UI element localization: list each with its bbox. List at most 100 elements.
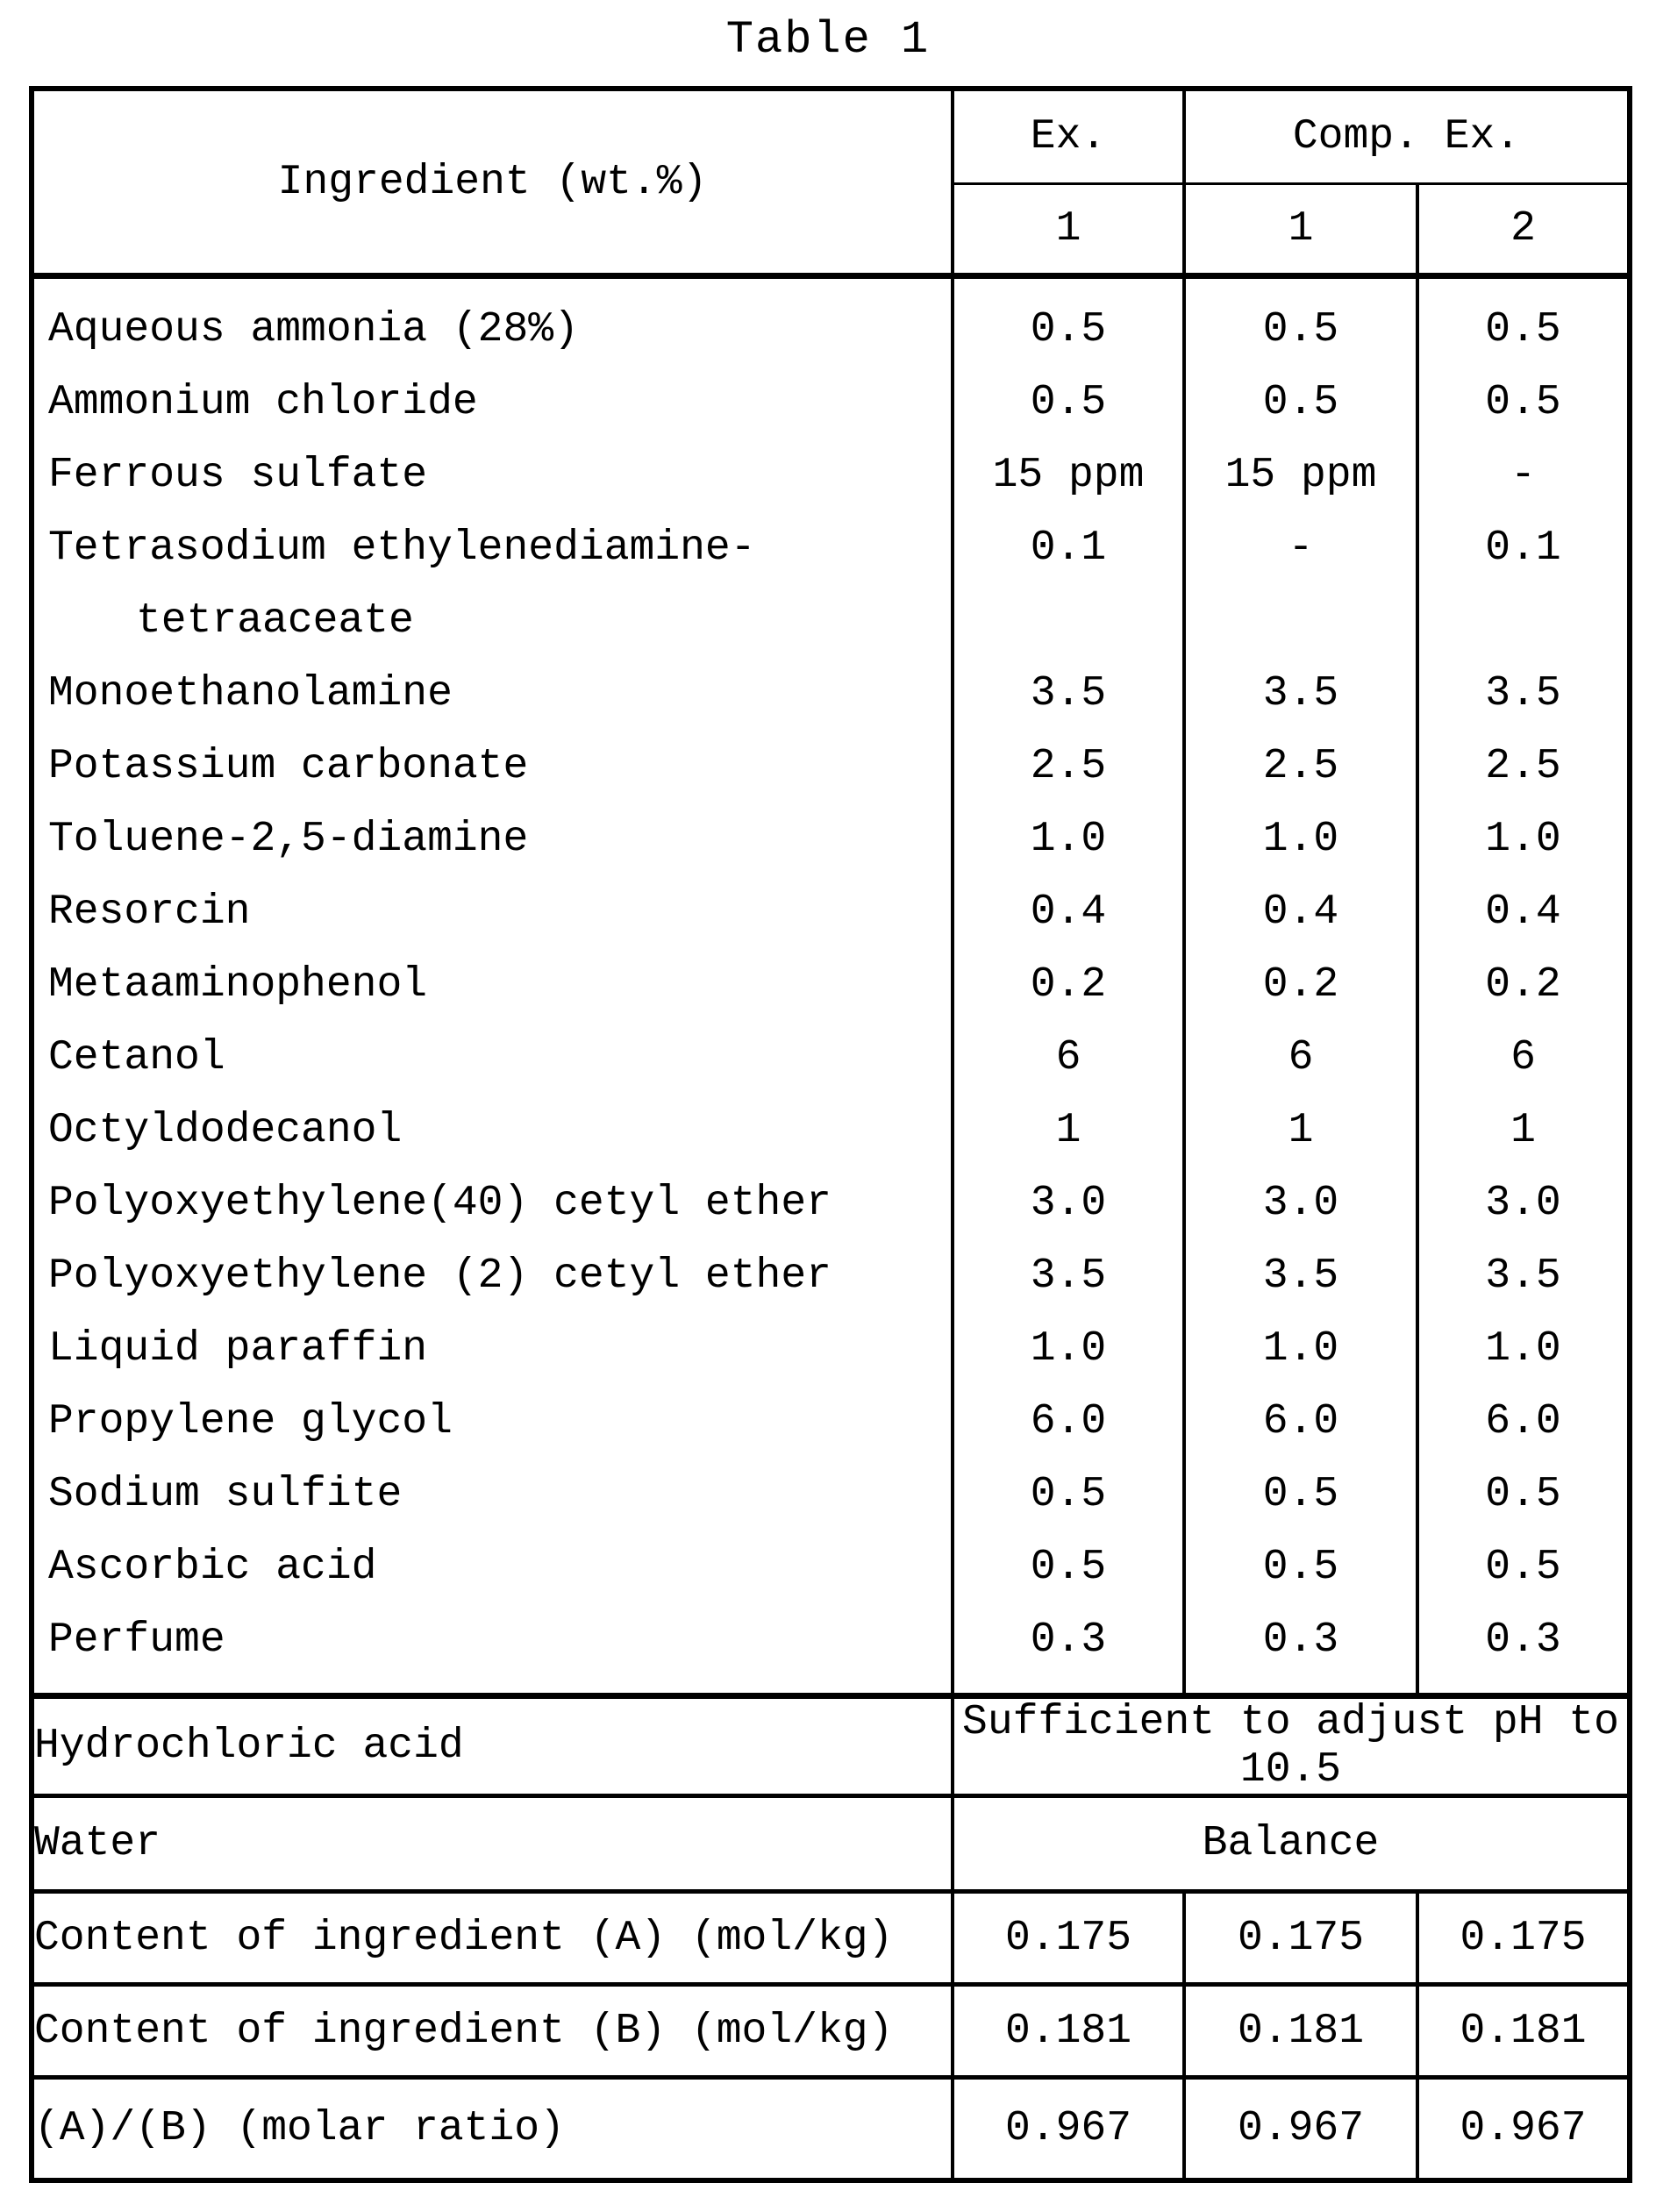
header-comp-ex-number-1: 1 [1184,183,1419,279]
hydrochloric-acid-value: Sufficient to adjust pH to 10.5 [953,1695,1630,1798]
ingredient-label: Sodium sulfite [48,1470,403,1518]
ingredient-value: 0.2 [1262,960,1339,1009]
molar-ratio-comp1: 0.967 [1184,2077,1419,2180]
molar-ratio-ex1: 0.967 [953,2077,1186,2180]
molar-ratio-row: (A)/(B) (molar ratio) 0.967 0.967 0.967 [32,2077,1630,2180]
content-b-comp1: 0.181 [1184,1984,1419,2080]
ingredient-value: 1.0 [1485,1324,1561,1373]
content-b-label: Content of ingredient (B) (mol/kg) [32,1984,954,2080]
ingredient-label: Monoethanolamine [48,669,453,717]
ingredient-value: 0.5 [1030,305,1107,353]
ingredient-value: 6 [1510,1033,1536,1081]
ingredient-value: 3.5 [1262,1252,1339,1300]
header-ex-number-1: 1 [953,183,1186,279]
ingredient-value: 0.4 [1485,888,1561,936]
ingredient-value: 3.0 [1030,1179,1107,1227]
ingredient-value: 0.5 [1262,378,1339,426]
ingredient-value: 3.0 [1485,1179,1561,1227]
table-title: Table 1 [725,14,931,66]
ingredient-value: 15 ppm [1224,451,1377,499]
water-value: Balance [953,1795,1630,1894]
ingredient-label: Ascorbic acid [48,1543,377,1591]
ingredient-value-empty [1419,584,1627,657]
ingredient-value: - [1288,524,1314,572]
ingredient-value: 2.5 [1485,742,1561,790]
ingredient-value: 1.0 [1262,815,1339,863]
ingredient-label: Ammonium chloride [48,378,478,426]
ingredient-value: 1 [1288,1106,1314,1154]
ingredient-label: Toluene-2,5-diamine [48,815,529,863]
header-row-groups: Ingredient (wt.%) Ex. Comp. Ex. [32,89,1630,279]
comp-ex-1-value-column: 0.5 0.5 15 ppm - 3.5 2.5 1.0 0.4 0.2 6 1 3.0 3.5 1.0 6… [1184,275,1419,1699]
ingredient-label: Resorcin [48,888,251,936]
content-a-ex1: 0.175 [953,1891,1186,1987]
header-example: Ex. [953,89,1186,185]
ingredients-table: Ingredient (wt.%) Ex. Comp. Ex. 1 1 2 Aq… [29,86,1632,2183]
ingredient-value: 0.5 [1262,1470,1339,1518]
ex-1-value-column: 0.5 0.5 15 ppm 0.1 3.5 2.5 1.0 0.4 0.2 6 1 3.0 3.5 1.… [953,275,1186,1699]
ingredient-value: 2.5 [1030,742,1107,790]
ingredient-value: 1.0 [1030,815,1107,863]
ingredient-value: 1.0 [1262,1324,1339,1373]
content-a-label: Content of ingredient (A) (mol/kg) [32,1891,954,1987]
ingredient-value: 0.3 [1030,1616,1107,1664]
hydrochloric-acid-label: Hydrochloric acid [32,1695,954,1798]
ingredient-label: Tetrasodium ethylenediamine- [48,524,756,572]
content-b-ex1: 0.181 [953,1984,1186,2080]
header-row-numbers: 1 1 2 [32,183,1630,279]
ingredient-value-empty [1186,584,1416,657]
ingredient-value: 15 ppm [992,451,1145,499]
comp-ex-2-value-column: 0.5 0.5 - 0.1 3.5 2.5 1.0 0.4 0.2 6 1 3.0 3.5 1.0 6.0 0… [1417,275,1630,1699]
molar-ratio-label: (A)/(B) (molar ratio) [32,2077,954,2180]
ingredient-value: - [1510,451,1536,499]
ingredient-label: Metaaminophenol [48,960,428,1009]
ingredient-value: 0.5 [1030,1543,1107,1591]
content-a-row: Content of ingredient (A) (mol/kg) 0.175… [32,1891,1630,1987]
ingredient-label: Propylene glycol [48,1397,453,1445]
ingredient-value: 1 [1055,1106,1081,1154]
ingredient-value: 6 [1288,1033,1314,1081]
ingredient-value: 6.0 [1262,1397,1339,1445]
ingredient-label: Potassium carbonate [48,742,529,790]
content-a-comp1: 0.175 [1184,1891,1419,1987]
ingredients-body-row: Aqueous ammonia (28%) Ammonium chloride Fe… [32,275,1630,1699]
ingredient-label: Ferrous sulfate [48,451,428,499]
header-comparative-example: Comp. Ex. [1184,89,1630,185]
ingredient-value: 3.5 [1030,1252,1107,1300]
ingredient-value: 0.2 [1485,960,1561,1009]
ingredient-value: 0.4 [1262,888,1339,936]
ingredient-value: 6.0 [1030,1397,1107,1445]
ingredient-label: Liquid paraffin [48,1324,428,1373]
content-b-comp2: 0.181 [1417,1984,1630,2080]
ingredient-value: 0.5 [1030,378,1107,426]
ingredient-value: 3.5 [1485,669,1561,717]
header-ingredient: Ingredient (wt.%) [32,89,954,279]
water-row: Water Balance [32,1795,1630,1894]
water-label: Water [32,1795,954,1894]
ingredient-value: 0.1 [1485,524,1561,572]
ingredient-value-empty [954,584,1182,657]
header-comp-ex-number-2: 2 [1417,183,1630,279]
ingredient-value: 3.5 [1262,669,1339,717]
ingredient-value: 3.5 [1485,1252,1561,1300]
ingredient-value: 1 [1510,1106,1536,1154]
ingredient-label-continuation: tetraaceate [136,596,414,645]
ingredient-value: 2.5 [1262,742,1339,790]
ingredient-value: 0.3 [1262,1616,1339,1664]
ingredient-value: 3.0 [1262,1179,1339,1227]
molar-ratio-comp2: 0.967 [1460,2105,1587,2152]
ingredient-value: 0.4 [1030,888,1107,936]
ingredient-value: 1.0 [1030,1324,1107,1373]
ingredient-value: 0.5 [1262,305,1339,353]
ingredient-label: Polyoxyethylene(40) cetyl ether [48,1179,832,1227]
ingredient-value: 0.5 [1262,1543,1339,1591]
ingredient-value: 0.1 [1030,524,1107,572]
ingredient-label: Polyoxyethylene (2) cetyl ether [48,1252,832,1300]
ingredient-label: Perfume [48,1616,225,1664]
ingredient-value: 0.5 [1485,1543,1561,1591]
ingredient-value: 6.0 [1485,1397,1561,1445]
ingredient-label: Cetanol [48,1033,225,1081]
ingredient-label: Aqueous ammonia (28%) [48,305,579,353]
ingredient-value: 0.5 [1485,378,1561,426]
